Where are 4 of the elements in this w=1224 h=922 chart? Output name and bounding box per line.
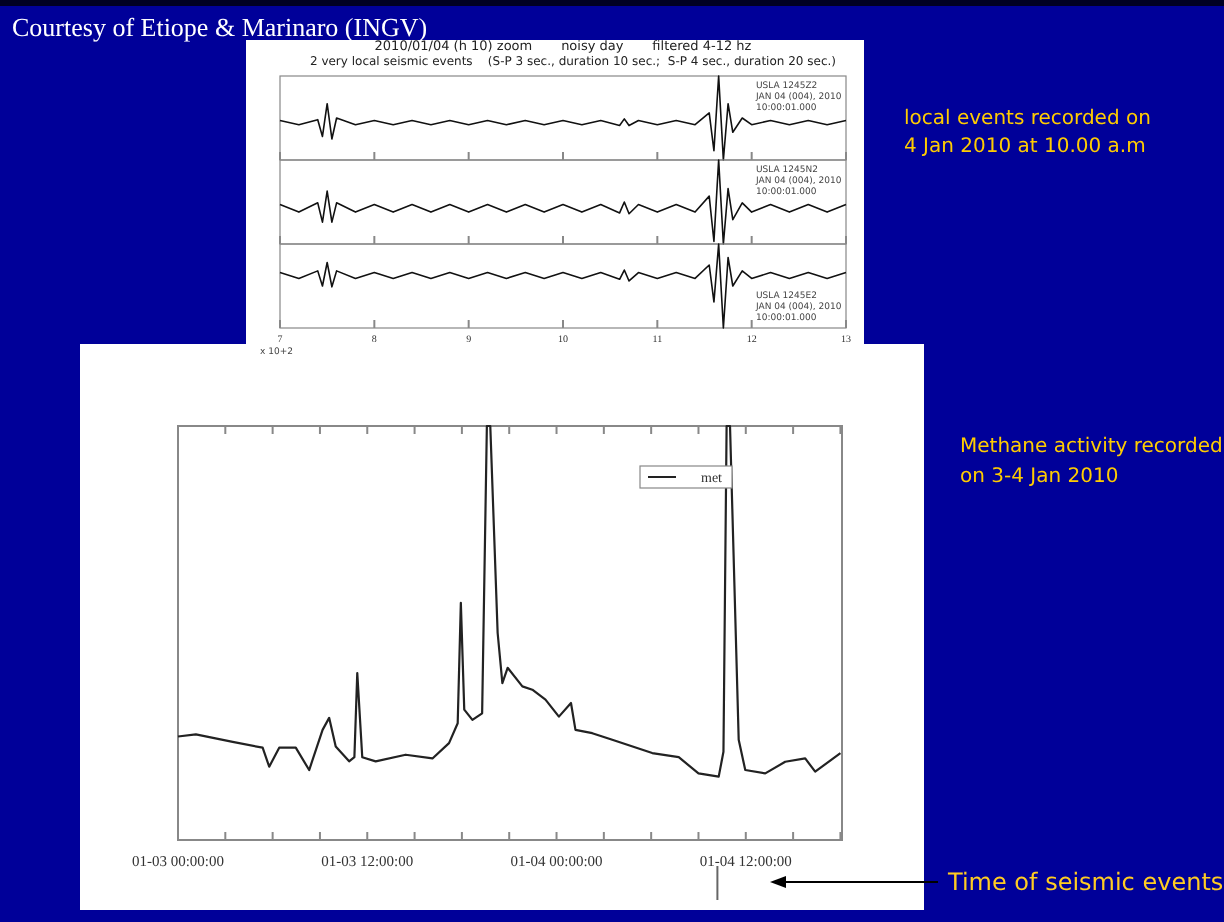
text: Courtesy of Etiope & Marinaro (INGV) — [12, 12, 428, 42]
text: Methane activity recorded on 3-4 Jan 2010 — [960, 436, 1223, 488]
text: Time of seismic events — [946, 868, 1224, 896]
text: local events recorded on 4 Jan 2010 at 10.00 a.m — [904, 108, 1151, 158]
